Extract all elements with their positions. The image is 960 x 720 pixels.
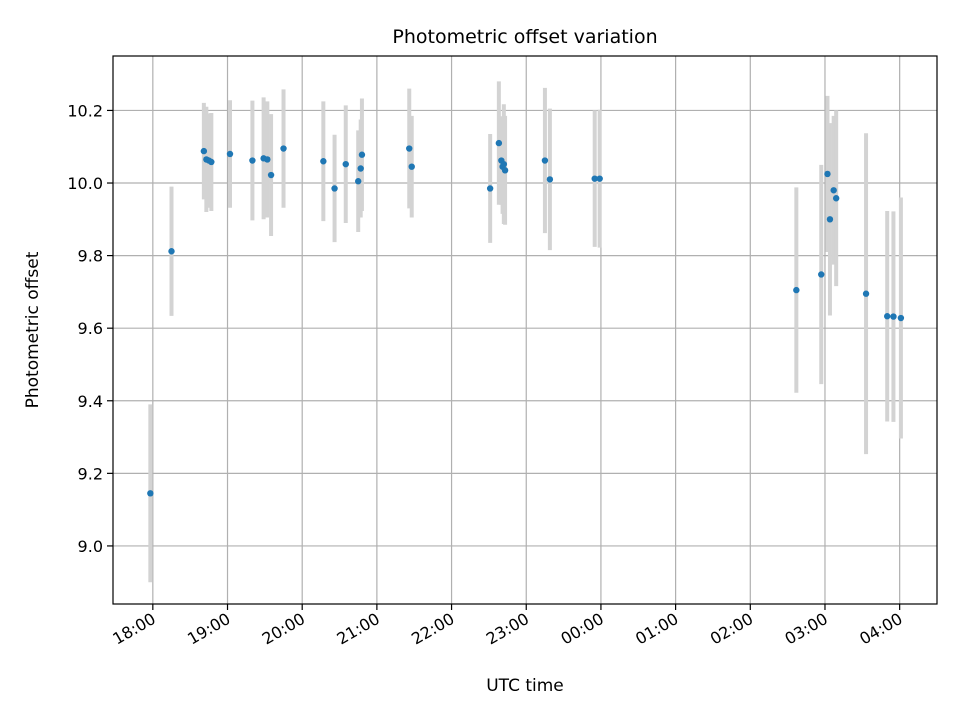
data-point: [830, 187, 837, 194]
data-point: [884, 313, 891, 320]
data-point: [406, 145, 413, 152]
data-point: [495, 139, 503, 147]
y-tick-label: 10.2: [67, 101, 103, 120]
data-point: [826, 216, 834, 223]
chart-title: Photometric offset variation: [392, 26, 657, 48]
y-axis: 9.0 9.2 9.4 9.6 9.8 10.0 10.2: [67, 101, 113, 556]
data-point: [226, 150, 234, 158]
data-point: [793, 286, 800, 294]
data-point: [832, 195, 840, 202]
data-point: [200, 147, 208, 155]
data-point: [501, 167, 509, 174]
data-point: [862, 290, 870, 297]
x-tick-label: 01:00: [632, 609, 681, 649]
data-point: [818, 271, 825, 278]
y-tick-label: 10.0: [67, 174, 103, 193]
x-tick-label: 21:00: [333, 609, 382, 649]
y-tick-label: 9.2: [78, 464, 103, 483]
x-tick-label: 20:00: [259, 609, 308, 649]
x-tick-label: 23:00: [483, 609, 532, 649]
data-point: [541, 157, 549, 164]
data-point: [147, 490, 154, 497]
data-point: [320, 158, 327, 165]
y-axis-title: Photometric offset: [23, 251, 43, 408]
y-tick-label: 9.4: [78, 392, 103, 411]
data-point: [358, 151, 366, 158]
x-tick-label: 19:00: [184, 609, 233, 649]
data-point: [264, 156, 271, 163]
x-tick-label: 02:00: [707, 609, 756, 649]
data-point: [486, 185, 494, 192]
data-point: [331, 185, 338, 192]
data-point: [408, 163, 415, 170]
data-point: [591, 175, 598, 182]
data-point: [267, 171, 275, 179]
x-tick-label: 03:00: [782, 609, 831, 649]
data-point: [890, 313, 897, 320]
y-tick-label: 9.6: [78, 319, 103, 338]
data-point: [897, 314, 905, 322]
y-tick-label: 9.0: [78, 537, 103, 556]
data-point: [342, 160, 349, 168]
data-point: [208, 158, 215, 166]
data-point: [596, 175, 603, 182]
x-axis: 18:00 19:00 20:00 21:00 22:00 23:00 00:00 01:00…: [109, 604, 906, 649]
x-tick-label: 22:00: [408, 609, 457, 649]
grid: [113, 56, 937, 604]
data-point: [168, 248, 175, 255]
data-point: [500, 160, 508, 168]
x-tick-label: 04:00: [856, 609, 905, 649]
data-point: [824, 170, 831, 178]
data-point: [546, 176, 554, 183]
x-axis-title: UTC time: [486, 676, 564, 696]
data-point: [249, 157, 256, 164]
data-point: [357, 165, 364, 172]
y-tick-label: 9.8: [78, 247, 103, 266]
plot-frame: [112, 55, 938, 605]
data-point: [355, 178, 362, 185]
data-points: [147, 139, 905, 497]
x-tick-label: 00:00: [557, 609, 606, 649]
x-tick-label: 18:00: [109, 609, 158, 649]
data-point: [280, 145, 287, 152]
